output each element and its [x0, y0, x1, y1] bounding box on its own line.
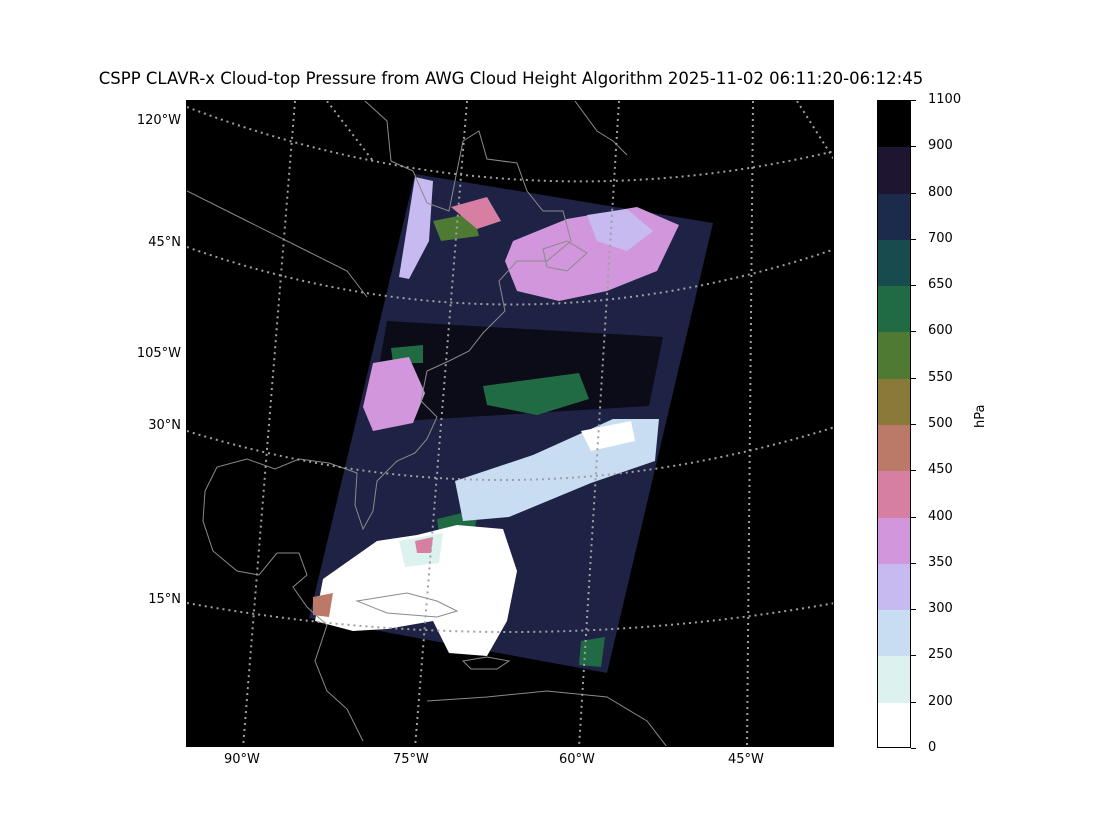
graticule [187, 101, 833, 746]
colorbar-tick [911, 238, 916, 240]
colorbar-tick-label: 650 [928, 277, 953, 293]
colorbar-tick [911, 424, 916, 425]
colorbar-tick-label: 600 [928, 323, 953, 339]
colorbar-segment [878, 656, 910, 704]
colorbar-tick [911, 146, 916, 148]
cloud-midlevel [391, 345, 423, 363]
cloud-high-pink [363, 357, 425, 431]
colorbar-segment [878, 702, 910, 747]
colorbar-tick-label: 350 [928, 554, 953, 570]
colorbar-tick [911, 377, 916, 379]
colorbar-tick-label: 450 [928, 462, 953, 478]
colorbar-tick-label: 700 [928, 230, 953, 246]
cloud-high-rose [451, 197, 501, 229]
colorbar-segment [878, 286, 910, 334]
colorbar-segment [878, 610, 910, 658]
colorbar-tick [911, 655, 916, 657]
colorbar-tick-label: 300 [928, 601, 953, 617]
cloud-high-lavender [399, 177, 433, 279]
cloud-midlevel [579, 637, 605, 667]
colorbar-tick-label: 800 [928, 184, 953, 200]
colorbar-tick-label: 0 [928, 740, 937, 755]
colorbar-segment [878, 101, 910, 149]
colorbar-segment [878, 193, 910, 241]
colorbar-segment [878, 332, 910, 380]
colorbar-segment [878, 378, 910, 426]
colorbar-segment [878, 471, 910, 519]
colorbar-tick [911, 192, 916, 194]
colorbar-tick [911, 562, 916, 564]
lon-label-left: 120°W [136, 113, 181, 128]
cloud-high-rose [313, 593, 333, 617]
colorbar-segment [878, 517, 910, 565]
colorbar-segment [878, 425, 910, 473]
chart-title: CSPP CLAVR-x Cloud-top Pressure from AWG… [98, 69, 924, 88]
colorbar [877, 100, 911, 748]
lon-label-bottom: 75°W [393, 752, 429, 767]
lon-label-bottom: 90°W [224, 752, 260, 767]
map-canvas [187, 101, 833, 746]
colorbar-tick-label: 200 [928, 693, 953, 709]
colorbar-tick [911, 331, 916, 333]
lon-label-left: 105°W [136, 346, 181, 361]
colorbar-segment [878, 147, 910, 195]
cloud-high-white [581, 421, 635, 451]
colorbar-tick [911, 609, 916, 611]
colorbar-tick-label: 900 [928, 138, 953, 154]
colorbar-tick-label: 550 [928, 369, 953, 385]
colorbar-tick-label: 500 [928, 416, 953, 431]
coastlines [187, 101, 667, 746]
cloud-high-rose [415, 537, 433, 553]
lon-label-bottom: 60°W [559, 752, 595, 767]
colorbar-segment [878, 239, 910, 288]
lat-label: 45°N [148, 235, 181, 250]
colorbar-tick [911, 470, 916, 472]
colorbar-tick [911, 285, 916, 287]
colorbar-unit-label: hPa [973, 404, 988, 428]
map-panel[interactable] [186, 100, 834, 747]
swath-clear-band [369, 321, 663, 423]
colorbar-segment [878, 563, 910, 612]
lat-label: 15°N [148, 592, 181, 607]
colorbar-tick [911, 748, 916, 749]
colorbar-tick [911, 516, 916, 518]
cloud-high-white [315, 525, 517, 656]
colorbar-tick-label: 250 [928, 647, 953, 663]
colorbar-tick-label: 400 [928, 508, 953, 524]
cloud-midlevel [483, 373, 589, 415]
colorbar-tick [911, 100, 916, 101]
cloud-high-lavender [587, 209, 653, 251]
lat-label: 30°N [148, 418, 181, 433]
colorbar-tick-label: 1100 [928, 92, 962, 107]
lon-label-bottom: 45°W [728, 752, 764, 767]
colorbar-tick [911, 701, 916, 703]
